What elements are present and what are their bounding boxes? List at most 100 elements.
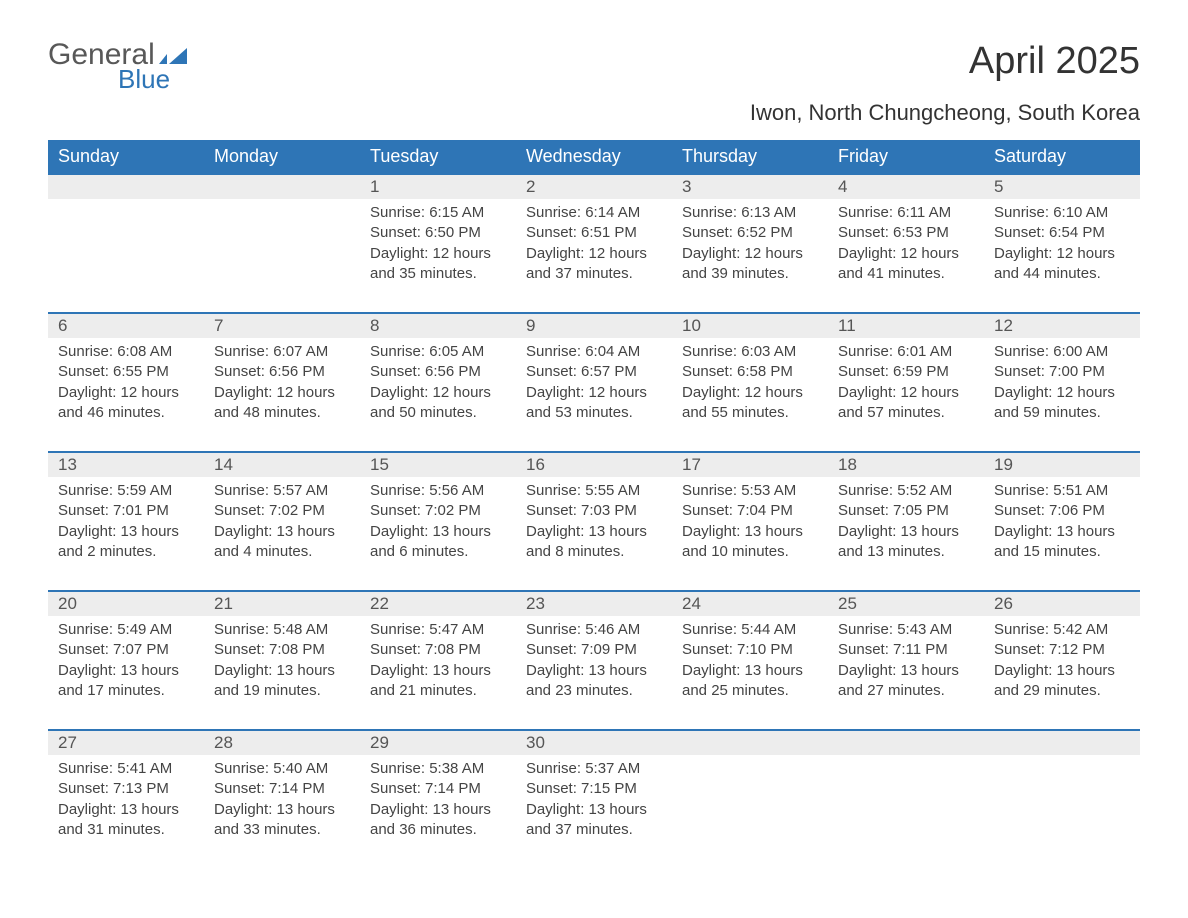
day-number-cell: 2 [516,174,672,199]
sunrise-text: Sunrise: 5:49 AM [58,620,194,640]
sunrise-text: Sunrise: 6:15 AM [370,203,506,223]
daylight-text: Daylight: 13 hours and 25 minutes. [682,661,818,702]
day-number-cell: 1 [360,174,516,199]
sunset-text: Sunset: 7:07 PM [58,640,194,660]
day-number-cell: 18 [828,452,984,477]
day-body-row: Sunrise: 6:08 AMSunset: 6:55 PMDaylight:… [48,338,1140,452]
day-number-cell: 11 [828,313,984,338]
day-number-cell: 24 [672,591,828,616]
day-body-cell [984,755,1140,868]
daylight-text: Daylight: 12 hours and 48 minutes. [214,383,350,424]
day-number-cell: 28 [204,730,360,755]
day-number-cell: 10 [672,313,828,338]
day-body-row: Sunrise: 5:41 AMSunset: 7:13 PMDaylight:… [48,755,1140,868]
day-body-cell [204,199,360,313]
daylight-text: Daylight: 13 hours and 2 minutes. [58,522,194,563]
day-number: 9 [526,316,535,335]
day-number: 2 [526,177,535,196]
day-number-cell [672,730,828,755]
daylight-text: Daylight: 12 hours and 39 minutes. [682,244,818,285]
day-body-cell: Sunrise: 5:56 AMSunset: 7:02 PMDaylight:… [360,477,516,591]
sunset-text: Sunset: 6:59 PM [838,362,974,382]
daylight-text: Daylight: 12 hours and 46 minutes. [58,383,194,424]
day-number: 26 [994,594,1013,613]
day-number: 3 [682,177,691,196]
sunrise-text: Sunrise: 5:53 AM [682,481,818,501]
day-number: 1 [370,177,379,196]
day-number: 25 [838,594,857,613]
day-body-cell: Sunrise: 5:57 AMSunset: 7:02 PMDaylight:… [204,477,360,591]
sunrise-text: Sunrise: 5:43 AM [838,620,974,640]
sunrise-text: Sunrise: 5:48 AM [214,620,350,640]
daylight-text: Daylight: 12 hours and 53 minutes. [526,383,662,424]
day-body-cell: Sunrise: 5:47 AMSunset: 7:08 PMDaylight:… [360,616,516,730]
sunrise-text: Sunrise: 5:42 AM [994,620,1130,640]
sunrise-text: Sunrise: 5:57 AM [214,481,350,501]
sunrise-text: Sunrise: 6:08 AM [58,342,194,362]
calendar-table: Sunday Monday Tuesday Wednesday Thursday… [48,140,1140,868]
day-body-cell: Sunrise: 6:04 AMSunset: 6:57 PMDaylight:… [516,338,672,452]
day-number-row: 27 28 29 30 [48,730,1140,755]
sunrise-text: Sunrise: 6:10 AM [994,203,1130,223]
day-number: 27 [58,733,77,752]
sunrise-text: Sunrise: 6:00 AM [994,342,1130,362]
sunset-text: Sunset: 7:05 PM [838,501,974,521]
daylight-text: Daylight: 12 hours and 35 minutes. [370,244,506,285]
daylight-text: Daylight: 13 hours and 31 minutes. [58,800,194,841]
sunset-text: Sunset: 7:03 PM [526,501,662,521]
day-number-row: 1 2 3 45 [48,174,1140,199]
day-number: 5 [994,177,1003,196]
day-body-cell: Sunrise: 5:52 AMSunset: 7:05 PMDaylight:… [828,477,984,591]
location-subtitle: Iwon, North Chungcheong, South Korea [48,100,1140,126]
day-body-cell: Sunrise: 5:43 AMSunset: 7:11 PMDaylight:… [828,616,984,730]
daylight-text: Daylight: 13 hours and 21 minutes. [370,661,506,702]
day-number-cell: 26 [984,591,1140,616]
day-body-cell [828,755,984,868]
day-number-cell: 29 [360,730,516,755]
day-body-cell: Sunrise: 5:46 AMSunset: 7:09 PMDaylight:… [516,616,672,730]
weekday-header: Tuesday [360,140,516,174]
day-number: 13 [58,455,77,474]
page-title: April 2025 [969,40,1140,83]
day-body-cell: Sunrise: 6:03 AMSunset: 6:58 PMDaylight:… [672,338,828,452]
sunset-text: Sunset: 7:12 PM [994,640,1130,660]
sunrise-text: Sunrise: 5:46 AM [526,620,662,640]
day-number-cell: 30 [516,730,672,755]
day-body-cell: Sunrise: 5:44 AMSunset: 7:10 PMDaylight:… [672,616,828,730]
day-number-cell [828,730,984,755]
daylight-text: Daylight: 13 hours and 36 minutes. [370,800,506,841]
sunrise-text: Sunrise: 6:13 AM [682,203,818,223]
daylight-text: Daylight: 13 hours and 19 minutes. [214,661,350,702]
day-number-cell: 23 [516,591,672,616]
day-number-cell: 6 [48,313,204,338]
sunset-text: Sunset: 6:51 PM [526,223,662,243]
day-number: 12 [994,316,1013,335]
sunset-text: Sunset: 7:02 PM [214,501,350,521]
day-number: 17 [682,455,701,474]
day-number: 21 [214,594,233,613]
weekday-header: Wednesday [516,140,672,174]
weekday-header: Sunday [48,140,204,174]
day-body-cell: Sunrise: 5:41 AMSunset: 7:13 PMDaylight:… [48,755,204,868]
sunset-text: Sunset: 7:00 PM [994,362,1130,382]
day-number: 23 [526,594,545,613]
sunrise-text: Sunrise: 5:47 AM [370,620,506,640]
sunrise-text: Sunrise: 5:41 AM [58,759,194,779]
day-number-cell: 4 [828,174,984,199]
sunset-text: Sunset: 6:50 PM [370,223,506,243]
sunset-text: Sunset: 7:14 PM [370,779,506,799]
daylight-text: Daylight: 13 hours and 27 minutes. [838,661,974,702]
daylight-text: Daylight: 13 hours and 33 minutes. [214,800,350,841]
day-number: 11 [838,316,856,335]
daylight-text: Daylight: 13 hours and 17 minutes. [58,661,194,702]
day-number: 19 [994,455,1013,474]
weekday-header: Monday [204,140,360,174]
day-number-cell [204,174,360,199]
day-number-cell: 5 [984,174,1140,199]
day-number: 29 [370,733,389,752]
day-body-cell: Sunrise: 6:11 AMSunset: 6:53 PMDaylight:… [828,199,984,313]
daylight-text: Daylight: 12 hours and 59 minutes. [994,383,1130,424]
sunrise-text: Sunrise: 5:55 AM [526,481,662,501]
daylight-text: Daylight: 13 hours and 15 minutes. [994,522,1130,563]
sunrise-text: Sunrise: 5:56 AM [370,481,506,501]
